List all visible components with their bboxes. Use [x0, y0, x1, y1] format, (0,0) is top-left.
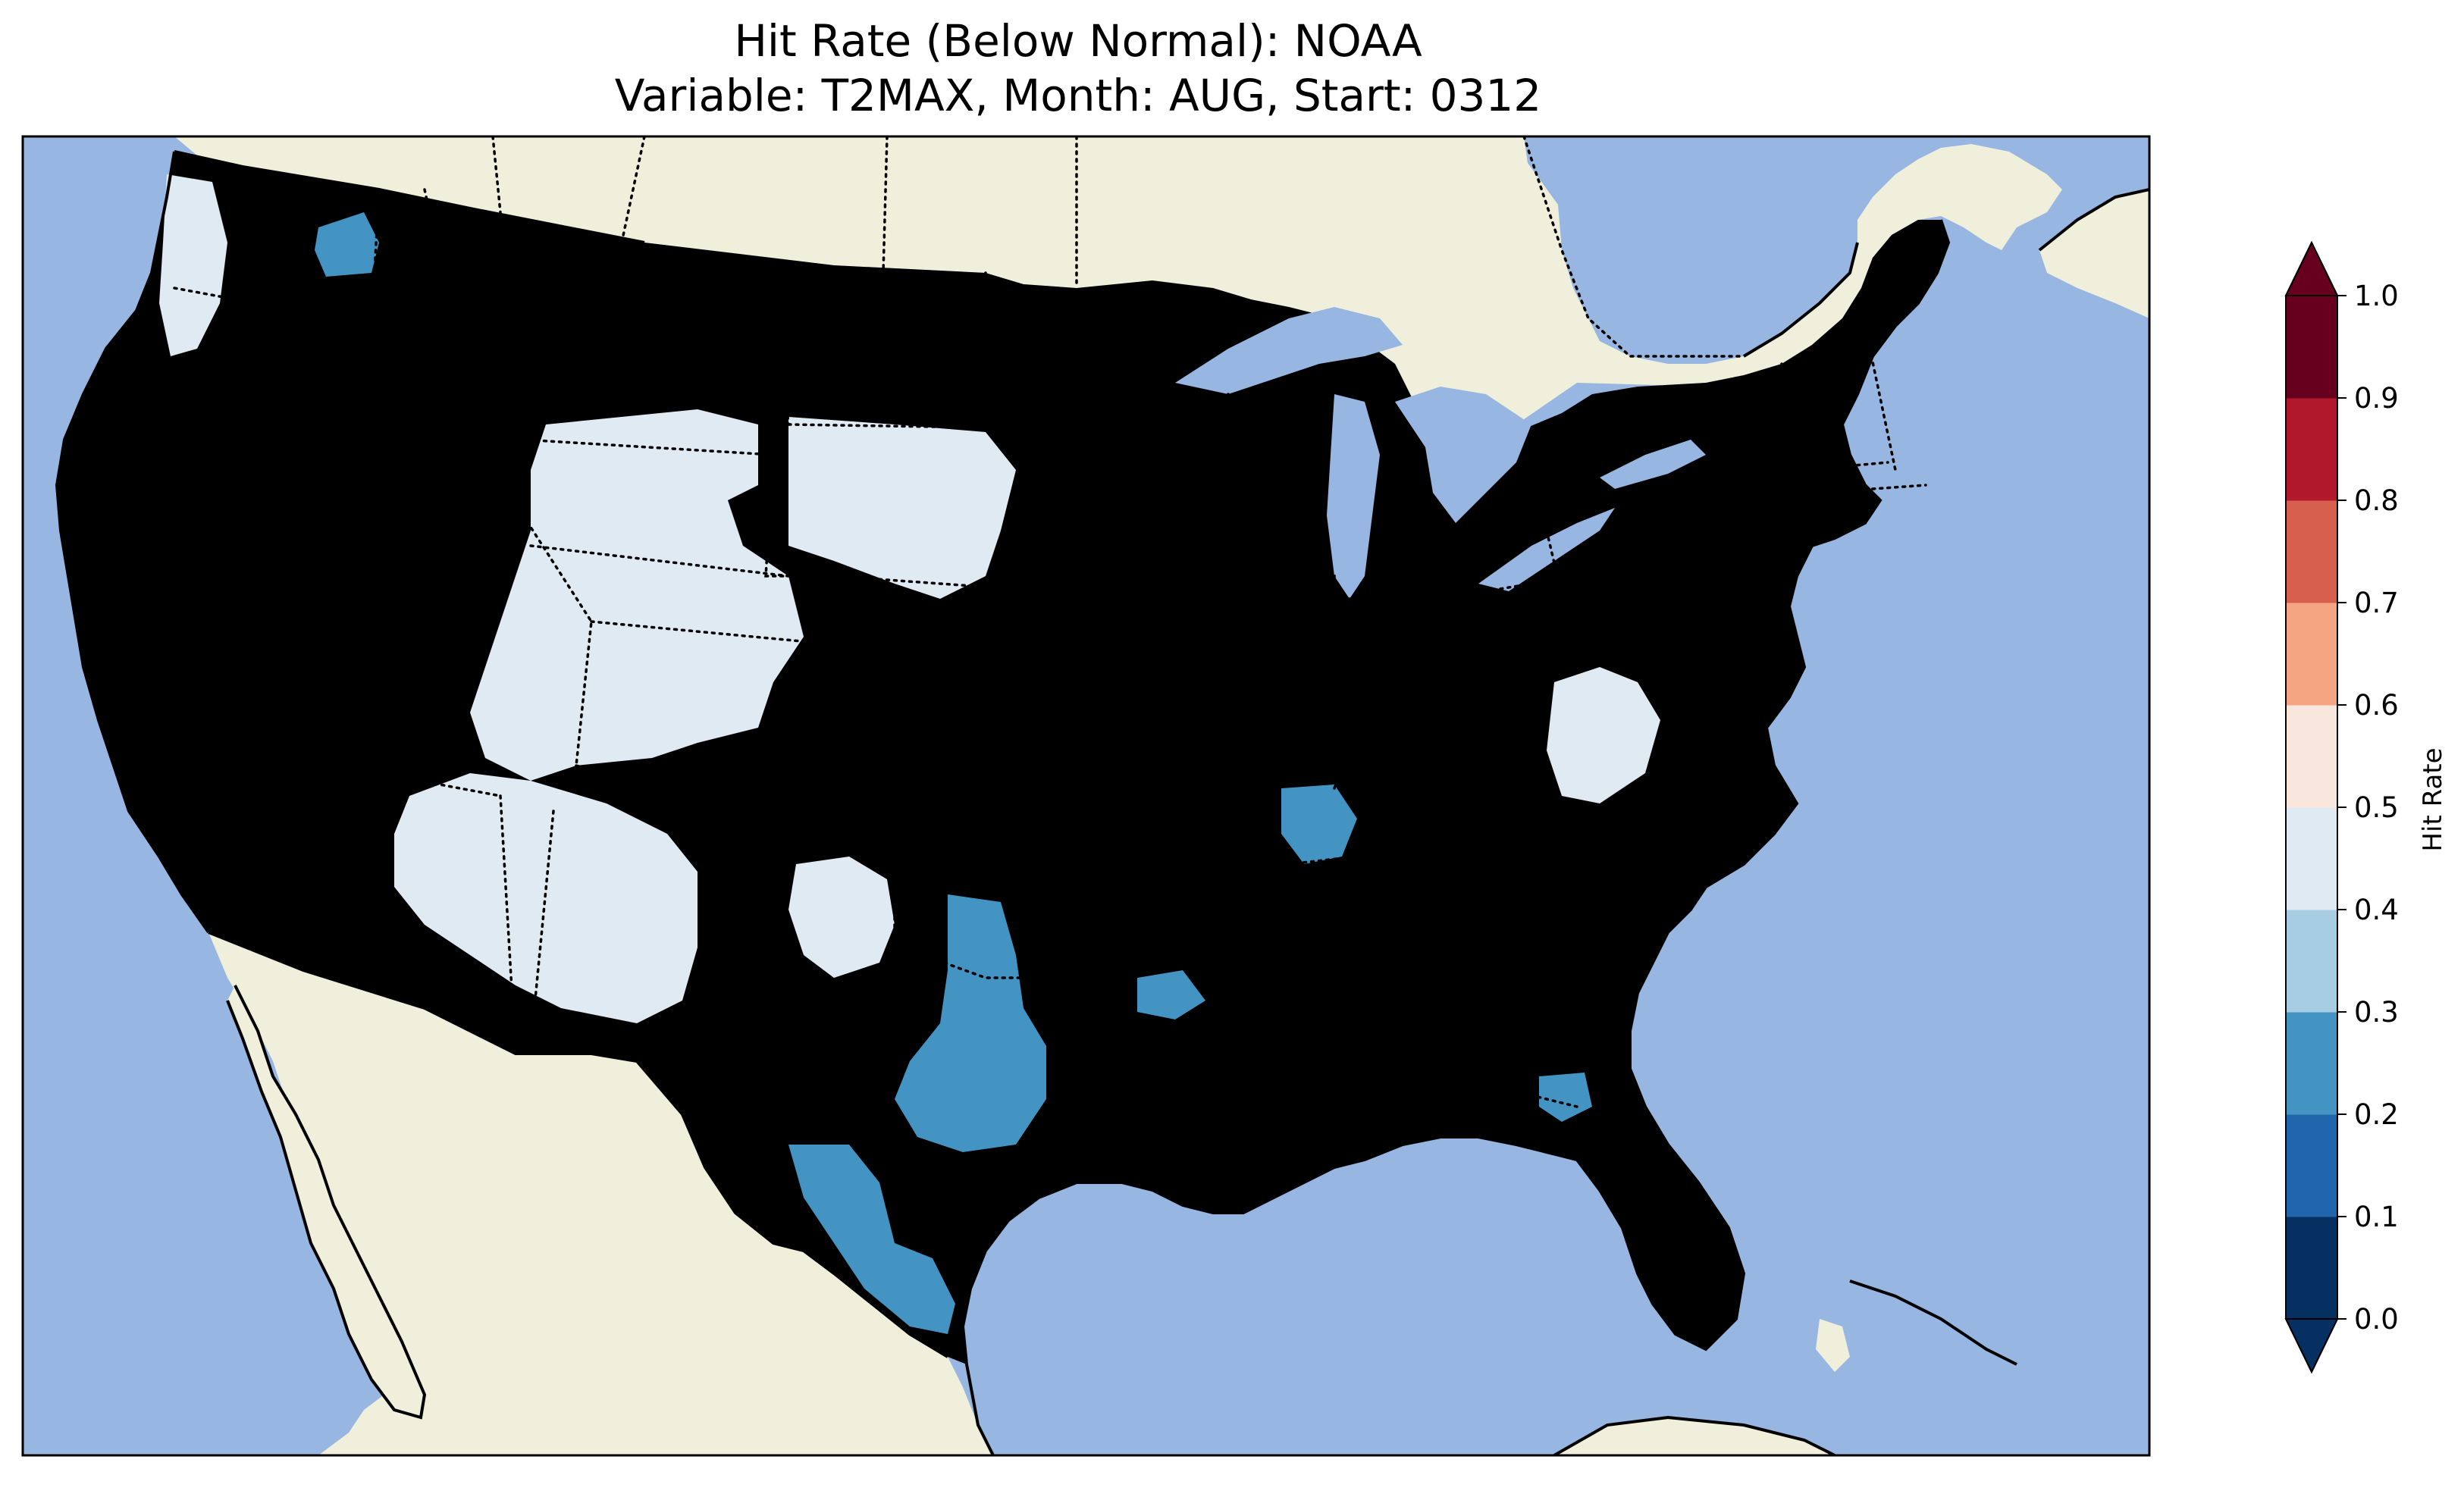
colorbar-bin — [2286, 1217, 2337, 1320]
colorbar-bin — [2286, 1114, 2337, 1217]
colorbar-tick-label: 0.2 — [2354, 1098, 2399, 1131]
contiguous-us-base — [57, 152, 1948, 1364]
washington-cascades-area — [315, 212, 379, 277]
colorbar-bin — [2286, 705, 2337, 808]
lake-huron — [1395, 387, 1531, 523]
colorbar-bin — [2286, 603, 2337, 706]
colorbar-tick-label: 0.8 — [2354, 484, 2399, 517]
title-line-2: Variable: T2MAX, Month: AUG, Start: 0312 — [614, 70, 1542, 121]
maritime-land — [2039, 189, 2149, 318]
bahamas-island — [1816, 1319, 1850, 1372]
colorbar-bin — [2286, 910, 2337, 1013]
colorbar-tick-label: 0.3 — [2354, 996, 2399, 1029]
colorbar-tick-label: 0.9 — [2354, 382, 2399, 415]
baja-california-land — [227, 985, 425, 1417]
lake-michigan — [1327, 394, 1380, 599]
texas-panhandle-area — [788, 857, 895, 978]
colorbar-extend-min — [2284, 1318, 2339, 1374]
colorbar-bin — [2286, 398, 2337, 501]
map-frame — [21, 135, 2151, 1457]
south-dakota-area — [788, 417, 1016, 599]
lake-erie — [1478, 508, 1615, 591]
colorbar-tick-label: 0.5 — [2354, 791, 2399, 824]
title-line-1: Hit Rate (Below Normal): NOAA — [734, 15, 1422, 67]
colorbar-outline — [2285, 240, 2338, 1374]
great-lakes — [1175, 307, 1706, 599]
chart-title: Hit Rate (Below Normal): NOAA Variable: … — [0, 14, 2156, 123]
colorbar-extend-max — [2284, 240, 2339, 296]
colorbar-tick-label: 0.0 — [2354, 1303, 2399, 1336]
colorbar-bin — [2286, 1012, 2337, 1115]
missouri-bootheel-area — [1281, 785, 1357, 864]
colorbar-ticks: 0.0 0.1 0.2 0.3 0.4 0.5 0.6 0.7 0.8 0.9 1.0 — [2337, 280, 2399, 1336]
state-borders — [89, 188, 1927, 1169]
colorbar-tick-label: 0.1 — [2354, 1201, 2399, 1233]
colorbar-bin — [2286, 807, 2337, 910]
colorbar-bin — [2286, 296, 2337, 399]
colorbar-bins — [2286, 296, 2337, 1320]
mexico-land — [208, 932, 993, 1455]
arizona-new-mexico-area — [394, 773, 698, 1023]
colorbar-tick-label: 0.4 — [2354, 894, 2399, 926]
south-texas-area — [788, 1145, 955, 1334]
pacific-northwest-coast — [159, 174, 227, 356]
lake-ontario — [1600, 440, 1706, 489]
central-texas-area — [895, 894, 1046, 1152]
colorbar-bin — [2286, 500, 2337, 603]
colorbar-tick-label: 0.7 — [2354, 587, 2399, 619]
canada-borders — [491, 136, 1745, 358]
georgia-florida-border-area — [1539, 1073, 1592, 1122]
lake-superior — [1175, 307, 1403, 394]
arkansas-oklahoma-area — [1137, 970, 1205, 1019]
coastlines — [55, 150, 2149, 1455]
colorbar-label: Hit Rate — [2418, 747, 2448, 851]
cuba-land — [1554, 1417, 1835, 1455]
colorbar-tick-label: 0.6 — [2354, 689, 2399, 722]
west-virginia-area — [1547, 667, 1660, 803]
wyoming-utah-colorado-area — [470, 409, 804, 781]
colorbar-tick-label: 1.0 — [2354, 280, 2399, 312]
us-hit-rate-layer — [57, 152, 1948, 1364]
